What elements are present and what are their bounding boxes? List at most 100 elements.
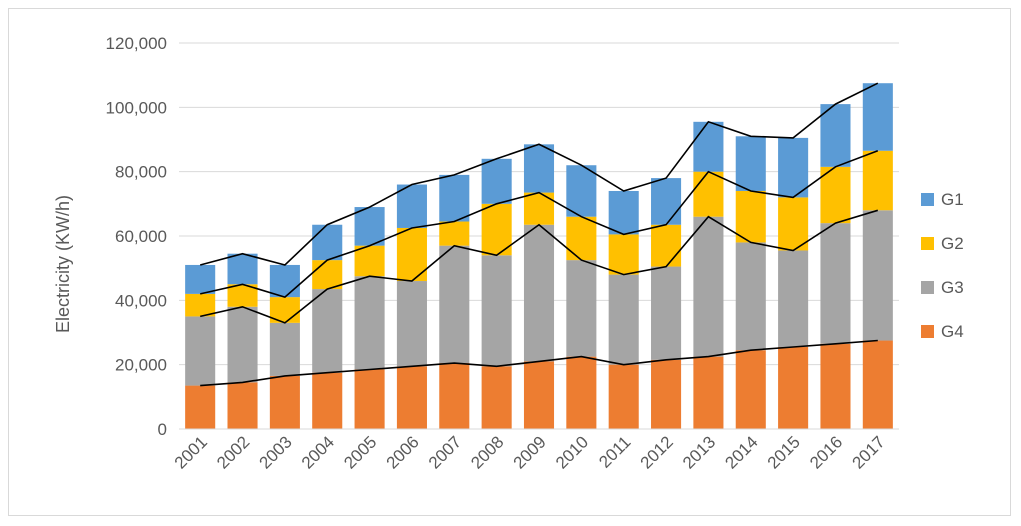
bar-g3-2004 xyxy=(312,289,343,373)
bar-g1-2016 xyxy=(820,104,851,167)
bar-g4-2017 xyxy=(862,340,893,429)
bar-g3-2015 xyxy=(778,250,809,347)
x-tick-label: 2015 xyxy=(764,432,804,472)
y-tick-label: 120,000 xyxy=(106,34,167,53)
bar-g1-2017 xyxy=(862,83,893,151)
x-tick-label: 2005 xyxy=(340,432,380,472)
x-tick-label: 2012 xyxy=(637,432,677,472)
x-tick-label: 2017 xyxy=(848,432,888,472)
series-line-g1 xyxy=(199,82,879,266)
bar-g2-2009 xyxy=(523,192,555,225)
bar-g4-2010 xyxy=(566,356,597,429)
y-tick-label: 60,000 xyxy=(115,227,167,246)
bar-g4-2005 xyxy=(354,369,385,429)
bars xyxy=(185,83,893,429)
bar-g2-2002 xyxy=(227,284,258,307)
legend-swatch-g1 xyxy=(921,193,934,206)
bar-g3-2012 xyxy=(651,266,682,360)
bar-g3-2014 xyxy=(735,242,766,351)
bar-g4-2001 xyxy=(185,385,216,429)
bar-g1-2007 xyxy=(439,174,470,222)
x-tick-label: 2009 xyxy=(510,432,550,472)
bar-g2-2014 xyxy=(735,190,766,243)
bar-g3-2001 xyxy=(185,316,216,386)
bar-g1-2004 xyxy=(312,224,343,261)
bar-g4-2008 xyxy=(481,366,512,429)
y-axis-title: Electricity (KW/h) xyxy=(53,195,73,333)
legend-label-g4: G4 xyxy=(941,322,964,341)
x-tick-label: 2006 xyxy=(383,432,423,472)
y-tick-label: 80,000 xyxy=(115,163,167,182)
bar-g1-2008 xyxy=(481,158,512,204)
y-tick-label: 100,000 xyxy=(106,98,167,117)
bar-g1-2006 xyxy=(396,184,427,228)
legend-swatch-g2 xyxy=(921,237,934,250)
bar-g3-2006 xyxy=(396,281,427,367)
series-lines xyxy=(199,82,879,387)
bar-g1-2013 xyxy=(693,121,724,172)
bar-g2-2017 xyxy=(862,150,893,211)
bar-g2-2008 xyxy=(481,203,512,256)
bar-g2-2005 xyxy=(354,245,385,277)
bar-g2-2001 xyxy=(185,293,216,317)
bar-g4-2016 xyxy=(820,343,851,429)
bar-g3-2003 xyxy=(269,322,300,376)
bar-g4-2014 xyxy=(735,350,766,429)
bar-g3-2008 xyxy=(481,255,512,367)
legend: G1 G2 G3 G4 xyxy=(921,190,964,341)
x-tick-label: 2010 xyxy=(552,432,592,472)
bar-g4-2009 xyxy=(523,361,555,429)
bar-g2-2012 xyxy=(651,224,682,267)
bar-g3-2005 xyxy=(354,276,385,370)
series-line-g3 xyxy=(200,209,879,324)
bar-g4-2002 xyxy=(227,382,258,429)
bar-g4-2012 xyxy=(651,359,682,429)
x-tick-label: 2007 xyxy=(425,432,465,472)
x-tick-label: 2002 xyxy=(213,432,253,472)
bar-g1-2009 xyxy=(523,144,555,193)
bar-g1-2011 xyxy=(608,190,639,235)
y-tick-label: 0 xyxy=(158,420,167,439)
bar-g1-2002 xyxy=(227,253,258,285)
bar-g4-2003 xyxy=(269,375,300,429)
legend-label-g3: G3 xyxy=(941,278,964,297)
x-tick-label: 2001 xyxy=(171,432,211,472)
x-tick-label: 2013 xyxy=(679,432,719,472)
bar-g4-2004 xyxy=(312,372,343,429)
bar-g3-2007 xyxy=(439,245,470,364)
bar-g3-2009 xyxy=(523,224,555,362)
series-line-g2 xyxy=(200,150,879,298)
bar-g2-2007 xyxy=(439,221,470,246)
bar-g2-2013 xyxy=(693,171,724,217)
bar-g1-2015 xyxy=(778,137,809,198)
bar-g4-2015 xyxy=(778,346,809,429)
bar-g1-2001 xyxy=(185,264,216,294)
y-tick-label: 40,000 xyxy=(115,291,167,310)
chart-frame: 0 20,000 40,000 60,000 80,000 100,000 120,000 2… xyxy=(8,8,1011,516)
y-tick-label: 20,000 xyxy=(115,356,167,375)
legend-swatch-g3 xyxy=(921,281,934,294)
x-tick-label: 2016 xyxy=(806,432,846,472)
legend-swatch-g4 xyxy=(921,325,934,338)
bar-g1-2012 xyxy=(651,178,682,225)
bar-g3-2002 xyxy=(227,306,258,383)
series-line-g4 xyxy=(200,339,878,387)
bar-g4-2006 xyxy=(396,366,427,429)
bar-g2-2015 xyxy=(778,197,809,251)
bar-g2-2004 xyxy=(312,260,343,290)
bar-g3-2011 xyxy=(608,274,639,365)
bar-g2-2011 xyxy=(608,234,639,275)
bar-g3-2016 xyxy=(820,223,851,344)
bar-g1-2005 xyxy=(354,207,385,246)
bar-g1-2010 xyxy=(566,165,597,217)
x-tick-label: 2008 xyxy=(467,432,507,472)
bar-g3-2010 xyxy=(566,260,597,357)
x-tick-label: 2004 xyxy=(298,432,338,472)
bar-g2-2016 xyxy=(820,166,851,224)
legend-label-g2: G2 xyxy=(941,234,964,253)
legend-label-g1: G1 xyxy=(941,190,964,209)
bar-g1-2003 xyxy=(269,264,300,298)
bar-g4-2011 xyxy=(608,364,639,429)
bar-g2-2010 xyxy=(566,216,597,261)
x-tick-label: 2003 xyxy=(256,432,296,472)
